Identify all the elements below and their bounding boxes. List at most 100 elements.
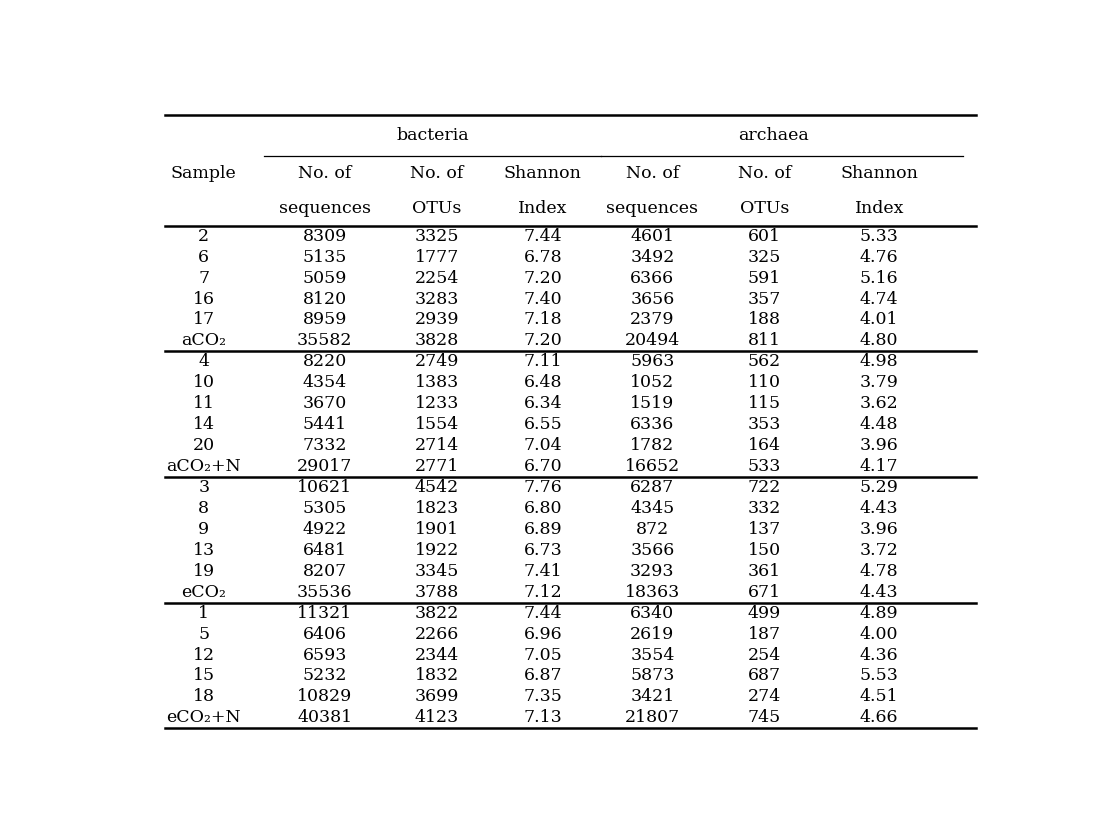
Text: 3: 3 [198,479,209,496]
Text: 14: 14 [193,416,215,433]
Text: 3670: 3670 [303,396,347,412]
Text: 254: 254 [748,647,781,663]
Text: 10621: 10621 [297,479,352,496]
Text: eCO₂: eCO₂ [181,583,226,601]
Text: 4.66: 4.66 [860,709,898,726]
Text: 5.53: 5.53 [859,667,898,685]
Text: 533: 533 [748,458,781,475]
Text: No. of: No. of [298,165,352,182]
Text: 2749: 2749 [414,353,459,370]
Text: 7: 7 [198,269,209,287]
Text: 6.80: 6.80 [523,500,562,517]
Text: 35536: 35536 [297,583,353,601]
Text: 4354: 4354 [303,374,347,391]
Text: 187: 187 [748,625,781,643]
Text: 8120: 8120 [303,291,346,307]
Text: Index: Index [519,200,568,217]
Text: 1233: 1233 [414,396,459,412]
Text: 4: 4 [198,353,209,370]
Text: No. of: No. of [738,165,791,182]
Text: 2939: 2939 [414,311,459,329]
Text: 9: 9 [198,521,209,538]
Text: 4.48: 4.48 [860,416,898,433]
Text: 8959: 8959 [303,311,347,329]
Text: 2379: 2379 [630,311,674,329]
Text: 5232: 5232 [303,667,347,685]
Text: 164: 164 [748,437,781,454]
Text: 150: 150 [748,542,781,559]
Text: sequences: sequences [278,200,371,217]
Text: 353: 353 [748,416,781,433]
Text: 3822: 3822 [414,605,459,621]
Text: 6.34: 6.34 [523,396,562,412]
Text: 562: 562 [748,353,781,370]
Text: 16: 16 [193,291,215,307]
Text: 4.01: 4.01 [860,311,898,329]
Text: 5305: 5305 [303,500,347,517]
Text: 3.72: 3.72 [859,542,898,559]
Text: OTUs: OTUs [412,200,462,217]
Text: eCO₂+N: eCO₂+N [167,709,242,726]
Text: 2266: 2266 [414,625,459,643]
Text: 1052: 1052 [630,374,674,391]
Text: 3283: 3283 [414,291,459,307]
Text: 4.98: 4.98 [860,353,898,370]
Text: 6: 6 [198,249,209,265]
Text: Shannon: Shannon [504,165,582,182]
Text: Sample: Sample [171,165,237,182]
Text: 7.44: 7.44 [523,227,562,245]
Text: 6287: 6287 [630,479,674,496]
Text: 137: 137 [748,521,781,538]
Text: 811: 811 [748,332,781,349]
Text: 3554: 3554 [630,647,674,663]
Text: 1777: 1777 [414,249,459,265]
Text: 5963: 5963 [630,353,674,370]
Text: 5.33: 5.33 [859,227,898,245]
Text: 1: 1 [198,605,209,621]
Text: 7.11: 7.11 [523,353,562,370]
Text: 6.78: 6.78 [523,249,562,265]
Text: 4123: 4123 [414,709,459,726]
Text: 3699: 3699 [414,688,459,705]
Text: 4.51: 4.51 [860,688,898,705]
Text: 12: 12 [193,647,215,663]
Text: 3.96: 3.96 [860,437,898,454]
Text: 8220: 8220 [303,353,347,370]
Text: 6336: 6336 [630,416,674,433]
Text: 8: 8 [198,500,209,517]
Text: 4.36: 4.36 [860,647,898,663]
Text: archaea: archaea [738,127,808,144]
Text: 4.89: 4.89 [860,605,898,621]
Text: aCO₂: aCO₂ [181,332,226,349]
Text: 8309: 8309 [303,227,347,245]
Text: 2771: 2771 [414,458,459,475]
Text: 357: 357 [748,291,781,307]
Text: 1383: 1383 [414,374,459,391]
Text: 7.20: 7.20 [523,269,562,287]
Text: 7.13: 7.13 [523,709,562,726]
Text: OTUs: OTUs [740,200,789,217]
Text: 1901: 1901 [415,521,459,538]
Text: 6366: 6366 [630,269,674,287]
Text: 13: 13 [193,542,215,559]
Text: 15: 15 [193,667,215,685]
Text: 6.73: 6.73 [523,542,562,559]
Text: 10: 10 [193,374,215,391]
Text: 20: 20 [193,437,215,454]
Text: 4.00: 4.00 [860,625,898,643]
Text: 6481: 6481 [303,542,346,559]
Text: 4.74: 4.74 [860,291,898,307]
Text: 3656: 3656 [630,291,674,307]
Text: 3828: 3828 [414,332,459,349]
Text: 4601: 4601 [630,227,674,245]
Text: 4.43: 4.43 [860,583,898,601]
Text: 18: 18 [193,688,215,705]
Text: 6.55: 6.55 [523,416,562,433]
Text: 3.96: 3.96 [860,521,898,538]
Text: No. of: No. of [410,165,463,182]
Text: 7.44: 7.44 [523,605,562,621]
Text: 4922: 4922 [303,521,347,538]
Text: 7.18: 7.18 [523,311,562,329]
Text: 20494: 20494 [624,332,680,349]
Text: 4.17: 4.17 [860,458,898,475]
